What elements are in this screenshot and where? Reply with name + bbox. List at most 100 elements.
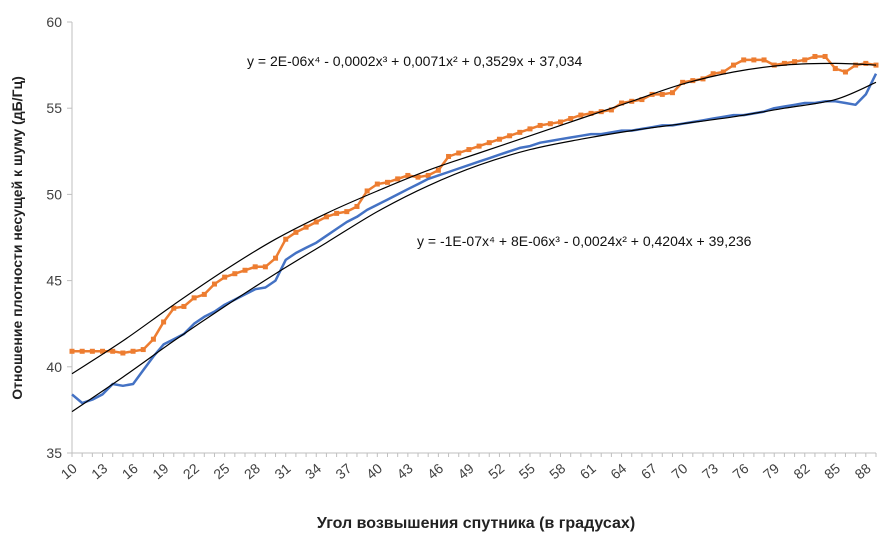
data-point [771,62,777,68]
x-tick-label: 13 [88,460,110,482]
data-point [659,91,665,97]
x-tick-label: 79 [760,460,782,482]
data-point [191,295,197,301]
data-point [863,60,869,66]
data-point [537,122,543,128]
data-point [751,57,757,63]
x-tick-label: 85 [821,460,843,482]
data-point [466,147,472,153]
data-point [517,129,523,135]
y-tick-label: 35 [46,445,62,461]
x-axis-title: Угол возвышения спутника (в градусах) [317,515,635,532]
data-point [222,274,228,280]
data-point [100,348,106,354]
data-point [171,305,177,311]
x-tick-label: 16 [119,460,141,482]
data-point [680,79,686,85]
data-point [354,203,360,209]
x-tick-label: 67 [638,460,660,482]
data-point [802,57,808,63]
data-point [384,179,390,185]
data-point [588,110,594,116]
data-point [415,174,421,180]
x-tick-label: 19 [149,460,171,482]
x-tick-label: 88 [851,460,873,482]
data-point [110,348,116,354]
data-point [741,57,747,63]
x-tick-label: 52 [485,460,507,482]
trendline-0 [71,62,877,375]
data-point [283,236,289,242]
y-tick-label: 50 [46,186,62,202]
data-point [558,119,564,125]
y-axis-title: Отношение плотности несущей к шуму (дБ/Г… [9,76,25,400]
data-point [853,62,859,68]
data-point [273,255,279,261]
data-point [425,172,431,178]
data-point [822,53,828,59]
x-tick-label: 40 [363,460,385,482]
x-tick-label: 64 [607,460,629,482]
data-point [140,347,146,353]
data-point [690,78,696,84]
y-tick-label: 55 [46,100,62,116]
data-point [293,229,299,235]
data-point [832,66,838,72]
data-point [781,60,787,66]
data-point [527,126,533,132]
data-point [578,112,584,118]
y-tick-label: 60 [46,14,62,30]
data-point [252,264,258,270]
trendline-1 [71,81,877,413]
x-tick-label: 58 [546,460,568,482]
data-point [496,136,502,142]
data-point [323,214,329,220]
y-tick-label: 45 [46,273,62,289]
data-point [547,121,553,127]
data-point [242,267,248,273]
data-point [211,281,217,287]
x-tick-label: 49 [455,460,477,482]
x-tick-label: 37 [332,460,354,482]
x-tick-label: 82 [790,460,812,482]
x-tick-label: 43 [394,460,416,482]
trendline-equation-orange: y = 2E-06x⁴ - 0,0002x³ + 0,0071x² + 0,35… [247,53,582,69]
data-point [334,210,340,216]
data-point [374,181,380,187]
data-point [303,224,309,230]
axes [71,22,876,454]
data-point [364,188,370,194]
data-point [639,97,645,103]
trendlines [71,62,877,413]
data-point [405,172,411,178]
data-point [79,348,85,354]
x-tick-label: 34 [302,460,324,482]
x-tick-label: 61 [577,460,599,482]
y-axis-ticks: 35 40 45 50 55 60 [46,14,72,461]
data-point [435,167,441,173]
data-point [842,69,848,75]
series-0 [69,53,879,356]
x-tick-label: 10 [58,460,80,482]
data-point [619,100,625,106]
x-tick-label: 70 [668,460,690,482]
data-point [568,116,574,122]
data-point [232,271,238,277]
data-point [262,264,268,270]
trendline-equation-blue: y = -1E-07x⁴ + 8E-06x³ - 0,0024x² + 0,42… [417,233,752,249]
data-point [792,59,798,65]
data-point [812,53,818,59]
x-tick-label: 73 [699,460,721,482]
data-point [669,90,675,96]
y-tick-label: 40 [46,359,62,375]
series [69,53,879,405]
data-point [446,153,452,159]
data-point [395,176,401,182]
data-point [710,71,716,77]
x-tick-label: 31 [271,460,293,482]
x-axis-ticks: 10 13 16 19 22 25 28 31 34 37 40 43 46 49 52 55 58 61 64 67… [58,453,877,482]
x-tick-label: 22 [180,460,202,482]
data-point [201,291,207,297]
data-point [181,303,187,309]
